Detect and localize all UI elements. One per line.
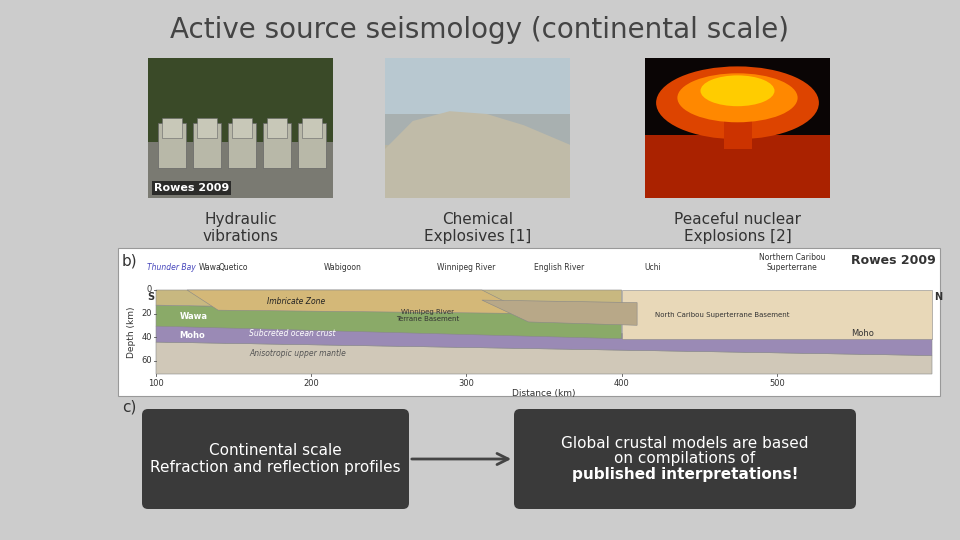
Text: Anisotropic upper mantle: Anisotropic upper mantle	[250, 348, 346, 357]
Text: Uchi: Uchi	[644, 263, 661, 272]
Bar	[228, 123, 256, 168]
Text: on compilations of: on compilations of	[614, 451, 756, 467]
Text: c): c)	[122, 400, 136, 415]
Text: Quetico: Quetico	[219, 263, 249, 272]
Bar	[232, 118, 252, 138]
Text: 40: 40	[141, 333, 152, 341]
Bar	[158, 123, 186, 168]
Bar	[267, 118, 287, 138]
Bar	[385, 58, 570, 114]
Bar	[148, 142, 333, 198]
Text: Rowes 2009: Rowes 2009	[852, 254, 936, 267]
Text: 500: 500	[769, 379, 784, 388]
Bar	[298, 123, 326, 168]
Text: Rowes 2009: Rowes 2009	[154, 183, 229, 193]
Bar	[302, 118, 322, 138]
Text: Moho: Moho	[180, 331, 205, 340]
Bar	[162, 118, 182, 138]
Text: Peaceful nuclear
Explosions [2]: Peaceful nuclear Explosions [2]	[674, 212, 801, 245]
Text: Subcreted ocean crust: Subcreted ocean crust	[250, 329, 336, 338]
Text: Chemical
Explosives [1]: Chemical Explosives [1]	[424, 212, 531, 245]
Text: Continental scale
Refraction and reflection profiles: Continental scale Refraction and reflect…	[150, 443, 401, 475]
Bar	[118, 248, 940, 396]
Polygon shape	[156, 290, 621, 314]
Text: Active source seismology (continental scale): Active source seismology (continental sc…	[171, 16, 789, 44]
Polygon shape	[156, 326, 932, 355]
FancyArrowPatch shape	[412, 454, 508, 464]
Bar	[645, 135, 830, 198]
Bar	[385, 145, 570, 198]
FancyBboxPatch shape	[142, 409, 409, 509]
Bar	[193, 123, 221, 168]
Text: Distance (km): Distance (km)	[513, 389, 576, 398]
Text: Wawa: Wawa	[180, 312, 207, 321]
Text: Imbricate Zone: Imbricate Zone	[267, 297, 324, 306]
Text: 20: 20	[141, 309, 152, 318]
Bar	[263, 123, 291, 168]
Ellipse shape	[701, 76, 775, 106]
Polygon shape	[156, 342, 932, 374]
Polygon shape	[482, 300, 637, 325]
Text: 400: 400	[613, 379, 630, 388]
Text: N: N	[934, 292, 942, 302]
Text: 300: 300	[459, 379, 474, 388]
Text: published interpretations!: published interpretations!	[572, 467, 799, 482]
Text: 100: 100	[148, 379, 164, 388]
Polygon shape	[621, 290, 932, 339]
Bar	[645, 58, 830, 198]
Text: 0: 0	[147, 286, 152, 294]
Text: Global crustal models are based: Global crustal models are based	[562, 436, 808, 451]
Bar	[197, 118, 217, 138]
Text: Wabigoon: Wabigoon	[324, 263, 361, 272]
Text: English River: English River	[535, 263, 585, 272]
Text: Wawa: Wawa	[199, 263, 222, 272]
Text: North Caribou Superterrane Basement: North Caribou Superterrane Basement	[656, 312, 790, 318]
Text: Thunder Bay: Thunder Bay	[147, 263, 196, 272]
Text: Moho: Moho	[851, 329, 874, 338]
Bar	[148, 58, 333, 142]
Text: Northern Caribou
Superterrane: Northern Caribou Superterrane	[759, 253, 826, 272]
Text: Depth (km): Depth (km)	[128, 306, 136, 357]
Text: 200: 200	[303, 379, 319, 388]
Polygon shape	[187, 290, 528, 314]
Text: 60: 60	[141, 356, 152, 365]
FancyBboxPatch shape	[514, 409, 856, 509]
Bar	[724, 121, 752, 149]
Text: Winnipeg River
Terrane Basement: Winnipeg River Terrane Basement	[396, 309, 459, 322]
Ellipse shape	[656, 66, 819, 139]
Text: b): b)	[122, 254, 137, 269]
Bar	[385, 58, 570, 198]
Text: S: S	[147, 292, 154, 302]
Bar	[148, 58, 333, 198]
Polygon shape	[156, 305, 621, 339]
Ellipse shape	[678, 73, 798, 122]
Text: Winnipeg River: Winnipeg River	[437, 263, 495, 272]
Polygon shape	[385, 111, 570, 198]
Text: Hydraulic
vibrations: Hydraulic vibrations	[203, 212, 278, 245]
